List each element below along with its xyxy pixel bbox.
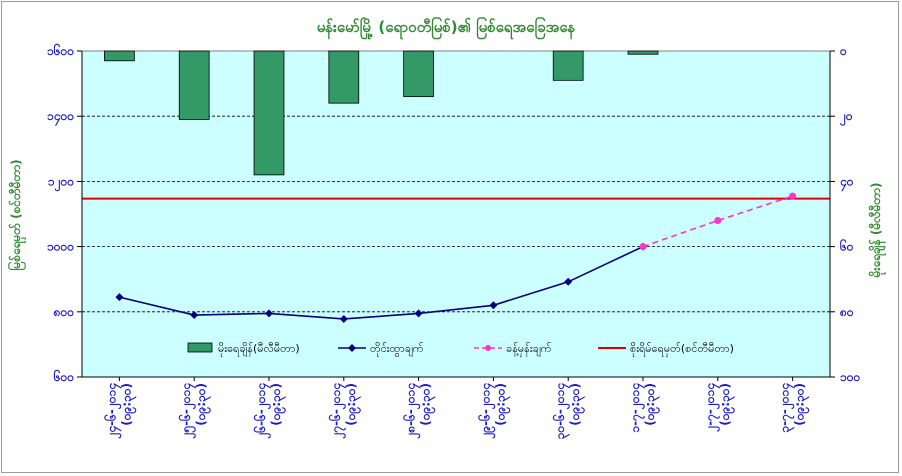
observed-point	[190, 311, 199, 320]
observed-point	[414, 309, 423, 318]
x-axis-tick-label: ၂၄-၆-၂၀၁၄(၀၉:၃၀)	[102, 383, 137, 440]
legend-marker	[485, 345, 491, 351]
right-axis-tick-label: ၂၀	[839, 109, 853, 127]
rainfall-bar	[328, 50, 360, 104]
right-axis-title: မိုးရေချိန် (မီလီမီတာ)	[867, 183, 887, 279]
left-axis-tick-label: ၁၆၀၀	[47, 42, 74, 58]
observed-point	[489, 301, 498, 310]
legend-label: တိုင်းထွာချက်	[370, 342, 424, 357]
x-axis-tick-label: ၂-၇-၂၀၁၄(၀၉:၃၀)	[703, 383, 736, 433]
rainfall-bar	[253, 50, 285, 176]
forecast-point	[639, 243, 647, 251]
left-axis-tick-label: ၁၂၀၀	[48, 174, 74, 192]
x-axis-tick-label: ၂၆-၆-၂၀၁၄(၀၉:၃၀)	[252, 383, 287, 440]
observed-point	[564, 277, 573, 286]
x-axis-tick-label: ၃-၇-၂၀၁၄(၀၉:၃၀)	[778, 383, 811, 433]
legend-label: စိုးရိမ်ရေမှတ်(စင်တီမီတာ)	[630, 342, 734, 357]
right-axis-tick-label: ၈၀	[839, 305, 854, 319]
x-axis-tick-label: ၂၉-၆-၂၀၁၄(၀၉:၃၀)	[476, 383, 511, 440]
right-axis-tick-label: ၁၀၀	[840, 370, 861, 384]
right-axis-tick-label: ၄၀	[839, 174, 854, 192]
x-axis-tick-label: ၂၇-၆-၂၀၁၄(၀၉:၃၀)	[327, 383, 362, 440]
x-axis-tick-label: ၃၀-၆-၂၀၁၄(၀၉:၃၀)	[551, 383, 586, 439]
legend-label: မိုးရေချိန်(မီလီမီတာ)	[218, 342, 300, 357]
left-axis-tick-label: ၈၀၀	[53, 305, 75, 319]
left-axis-tick-label: ၁၄၀၀	[47, 109, 74, 127]
rainfall-bar	[627, 50, 659, 55]
chart-title: မန်းမော်မြို့ (ရောဝတီမြစ်)၏ မြစ်ရေအခြေအန…	[317, 16, 576, 40]
legend-label: ခန့်မှန်းချက်	[506, 342, 552, 357]
observed-point	[265, 309, 273, 318]
x-axis-tick-label: ၂၅-၆-၂၀၁၄(၀၉:၃၀)	[177, 383, 212, 440]
right-axis-tick-label: ၆၀	[839, 238, 854, 254]
right-axis-tick-label: ၀	[839, 44, 847, 58]
forecast-point	[714, 217, 722, 225]
rainfall-bar	[403, 50, 434, 98]
observed-water-level-line	[119, 245, 644, 320]
x-axis-tick-label: ၂၈-၆-၂၀၁၄(၀၉:၃၀)	[402, 383, 437, 440]
legend-swatch	[187, 342, 213, 353]
left-axis-tick-label: ၆၀၀	[53, 368, 75, 384]
forecast-point	[789, 192, 797, 200]
forecast-line	[642, 195, 793, 248]
rainfall-bar	[104, 50, 135, 62]
rainfall-bar	[178, 50, 210, 120]
left-axis-tick-label: ၁၀၀၀	[47, 240, 74, 254]
rainfall-bar	[552, 50, 584, 81]
observed-point	[339, 314, 348, 323]
x-axis-tick-label: ၁-၇-၂၀၁၄(၀၉:၃၀)	[628, 383, 661, 433]
observed-point	[115, 293, 124, 302]
legend-marker	[348, 344, 356, 352]
left-axis-title: မြစ်ရေမှတ် (စင်တီမီတာ)	[6, 159, 27, 270]
